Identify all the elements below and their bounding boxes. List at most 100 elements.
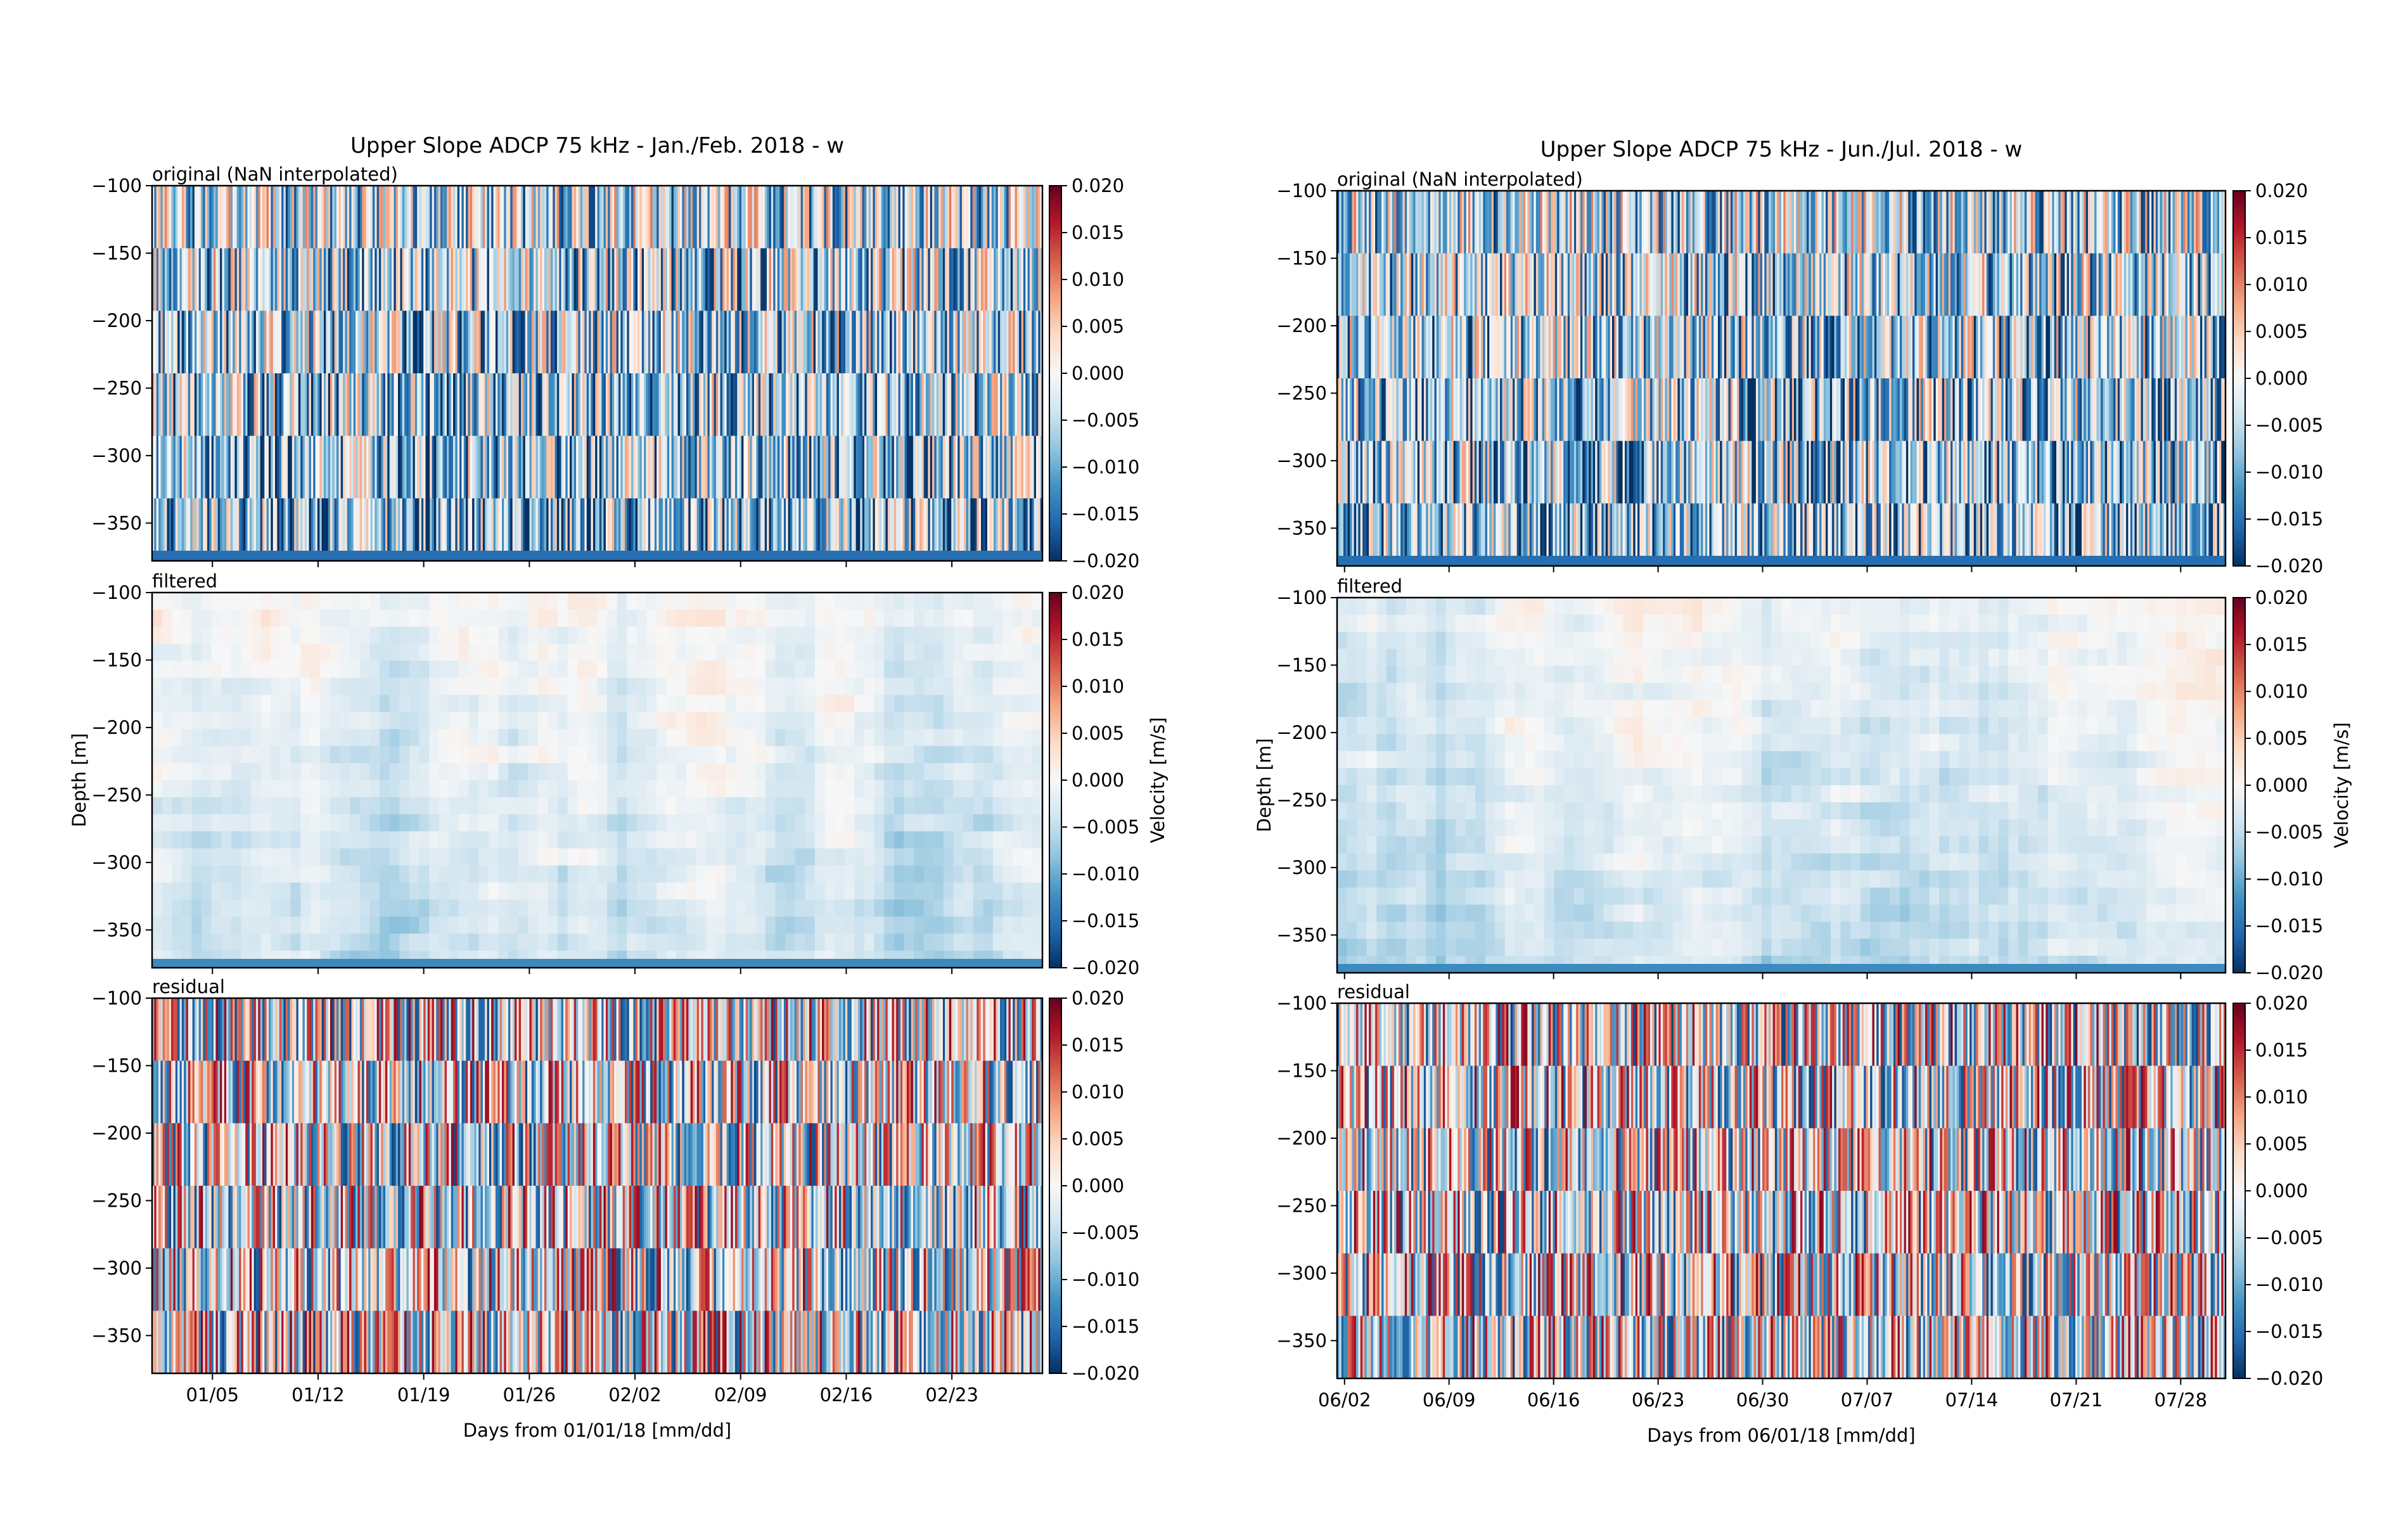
heatmap-cell	[1022, 729, 1033, 747]
heatmap-stripe	[283, 1248, 286, 1311]
heatmap-stripe	[618, 498, 621, 562]
heatmap-cell	[478, 831, 489, 849]
heatmap-cell	[320, 643, 331, 662]
heatmap-cell	[350, 712, 361, 729]
heatmap-stripe	[1034, 311, 1037, 374]
heatmap-cell	[558, 677, 568, 695]
heatmap-stripe	[714, 373, 717, 437]
heatmap-stripe	[482, 311, 485, 374]
heatmap-stripe	[504, 498, 507, 562]
heatmap-cell	[558, 626, 568, 645]
heatmap-cell	[933, 660, 944, 679]
heatmap-cell	[478, 814, 489, 832]
heatmap-cell	[656, 916, 667, 934]
heatmap-stripe	[207, 373, 210, 437]
heatmap-cell	[686, 780, 697, 798]
heatmap-stripe	[447, 248, 449, 311]
heatmap-stripe	[205, 1060, 208, 1124]
heatmap-cell	[300, 831, 311, 849]
heatmap-stripe	[239, 1248, 242, 1311]
heatmap-stripe	[217, 435, 221, 499]
heatmap-cell	[943, 916, 954, 934]
heatmap-stripe	[383, 248, 386, 311]
heatmap-cell	[310, 643, 321, 662]
heatmap-stripe	[160, 1186, 163, 1249]
heatmap-stripe	[690, 186, 693, 249]
heatmap-stripe	[203, 373, 206, 437]
heatmap-cell	[785, 814, 796, 832]
heatmap-cell	[380, 780, 390, 798]
heatmap-cell	[706, 643, 717, 662]
heatmap-cell	[380, 916, 390, 934]
heatmap-stripe	[158, 1248, 161, 1311]
heatmap-stripe	[601, 311, 605, 374]
heatmap-stripe	[754, 435, 757, 499]
heatmap-stripe	[506, 186, 509, 249]
heatmap-cell	[775, 609, 786, 627]
heatmap-stripe	[444, 498, 447, 562]
heatmap-stripe	[605, 186, 608, 249]
heatmap-stripe	[762, 498, 765, 562]
heatmap-stripe	[936, 435, 939, 499]
heatmap-stripe	[712, 248, 714, 311]
heatmap-stripe	[686, 186, 689, 249]
heatmap-stripe	[639, 248, 643, 311]
heatmap-stripe	[576, 498, 579, 562]
heatmap-stripe	[654, 435, 657, 499]
heatmap-stripe	[1025, 186, 1028, 249]
heatmap-stripe	[233, 435, 235, 499]
heatmap-stripe	[695, 498, 698, 562]
heatmap-stripe	[269, 498, 271, 562]
heatmap-cell	[864, 934, 875, 951]
heatmap-stripe	[591, 311, 594, 374]
heatmap-stripe	[266, 498, 269, 562]
heatmap-stripe	[196, 1186, 200, 1249]
heatmap-stripe	[338, 498, 342, 562]
heatmap-stripe	[932, 498, 935, 562]
heatmap-stripe	[665, 435, 668, 499]
heatmap-cell	[300, 695, 311, 712]
heatmap-stripe	[226, 373, 229, 437]
heatmap-cell	[330, 660, 341, 679]
heatmap-stripe	[953, 311, 956, 374]
heatmap-stripe	[228, 373, 231, 437]
heatmap-cell	[359, 763, 370, 781]
heatmap-cell	[795, 729, 805, 747]
heatmap-stripe	[864, 311, 867, 374]
heatmap-stripe	[677, 311, 681, 374]
heatmap-cell	[874, 916, 885, 934]
heatmap-stripe	[529, 498, 532, 562]
heatmap-stripe	[277, 1311, 280, 1374]
colorbar-tick-label: −0.010	[1072, 456, 1139, 478]
heatmap-cell	[439, 934, 449, 951]
heatmap-cell	[736, 780, 746, 798]
heatmap-cell	[755, 695, 766, 712]
heatmap-stripe	[1029, 248, 1032, 311]
heatmap-stripe	[737, 435, 740, 499]
heatmap-stripe	[249, 498, 252, 562]
heatmap-cell	[696, 882, 707, 900]
heatmap-cell	[597, 916, 608, 934]
heatmap-stripe	[236, 1060, 240, 1124]
heatmap-cell	[320, 746, 331, 764]
heatmap-stripe	[502, 186, 504, 249]
heatmap-stripe	[375, 248, 378, 311]
heatmap-cell	[162, 934, 172, 951]
heatmap-stripe	[677, 373, 681, 437]
heatmap-stripe	[512, 435, 515, 499]
heatmap-stripe	[893, 311, 897, 374]
heatmap-cell	[449, 780, 459, 798]
heatmap-cell	[884, 763, 895, 781]
heatmap-cell	[904, 593, 914, 610]
heatmap-stripe	[525, 373, 528, 437]
heatmap-cell	[181, 660, 192, 679]
heatmap-stripe	[786, 248, 789, 311]
heatmap-stripe	[215, 998, 219, 1062]
heatmap-cell	[241, 848, 252, 866]
heatmap-cell	[567, 848, 578, 866]
heatmap-stripe	[188, 248, 191, 311]
heatmap-cell	[835, 780, 845, 798]
heatmap-stripe	[154, 1186, 157, 1249]
heatmap-cell	[686, 677, 697, 695]
heatmap-stripe	[230, 373, 233, 437]
